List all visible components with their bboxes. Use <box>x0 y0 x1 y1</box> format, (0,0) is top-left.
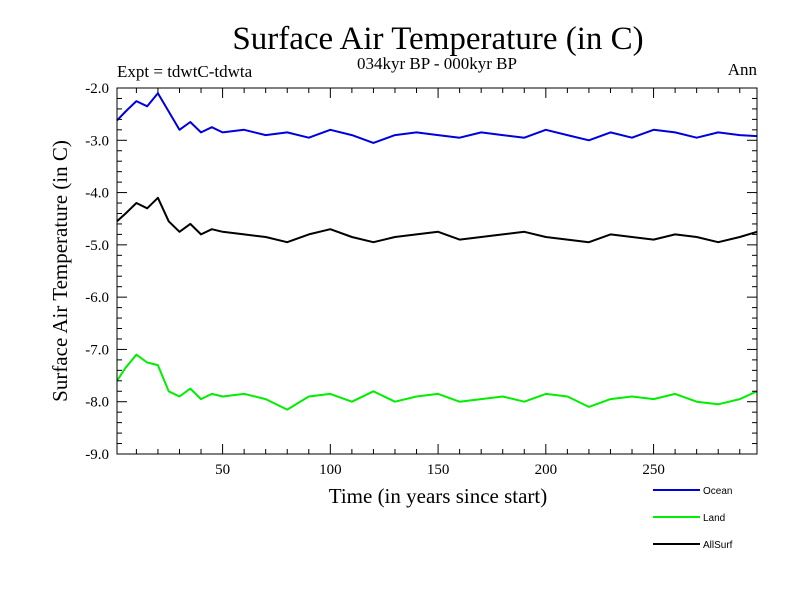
x-axis-label: Time (in years since start) <box>329 484 548 508</box>
legend-label-ocean: Ocean <box>703 486 732 497</box>
y-tick-label: -2.0 <box>85 81 109 97</box>
x-tick-label: 250 <box>642 462 665 478</box>
x-tick-label: 150 <box>427 462 450 478</box>
series-line-ocean <box>116 92 758 144</box>
season-label: Ann <box>728 60 758 79</box>
x-tick-label: 50 <box>215 462 230 478</box>
legend: Ocean Land AllSurf <box>653 486 733 551</box>
axes: 50 100 150 200 250 -9.0 -8.0 -7.0 -6.0 -5.0 -4.0 -3… <box>85 81 758 478</box>
series-line-land <box>116 353 758 411</box>
y-tick-label: -8.0 <box>85 395 109 411</box>
y-tick-label: -9.0 <box>85 447 109 463</box>
x-tick-label: 100 <box>319 462 342 478</box>
x-tick-label: 200 <box>535 462 558 478</box>
plot-frame <box>116 87 758 455</box>
series-line-allsurf <box>116 196 758 244</box>
y-tick-label: -3.0 <box>85 133 109 149</box>
plot-series <box>116 92 758 411</box>
y-tick-label: -6.0 <box>85 290 109 306</box>
y-tick-label: -5.0 <box>85 238 109 254</box>
y-tick-label: -4.0 <box>85 186 109 202</box>
period-label: 034kyr BP - 000kyr BP <box>357 54 517 73</box>
chart-title: Surface Air Temperature (in C) <box>232 21 643 57</box>
y-tick-label: -7.0 <box>85 342 109 358</box>
experiment-label: Expt = tdwtC-tdwta <box>117 62 253 81</box>
legend-label-allsurf: AllSurf <box>703 540 733 551</box>
legend-label-land: Land <box>703 513 725 524</box>
y-axis-label: Surface Air Temperature (in C) <box>48 140 72 402</box>
